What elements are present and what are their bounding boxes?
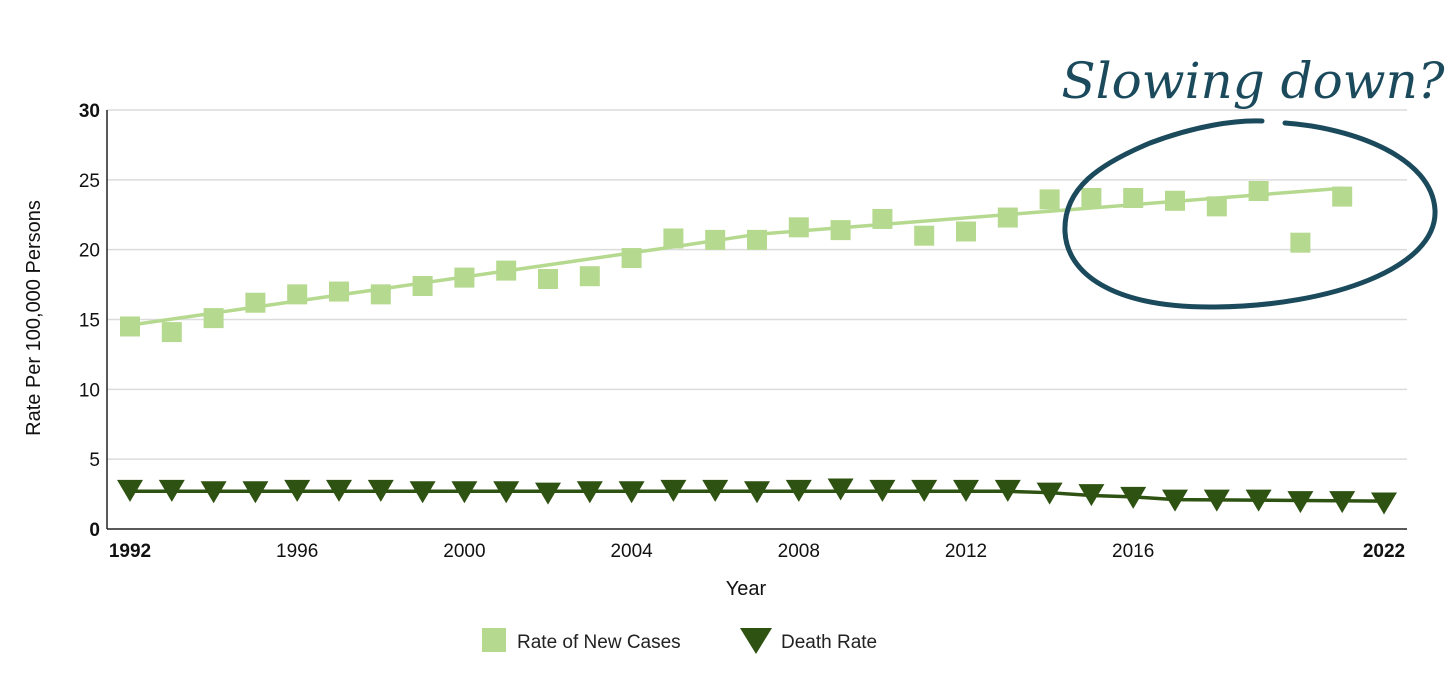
death-rate-point xyxy=(200,481,227,504)
death-rate-point xyxy=(1245,489,1272,512)
annotation: Slowing down? xyxy=(1061,52,1446,310)
new-cases-point xyxy=(914,225,935,246)
death-rate-point xyxy=(493,481,520,504)
death-rate-point xyxy=(1287,491,1314,514)
new-cases-point xyxy=(830,220,851,241)
new-cases-point xyxy=(872,208,893,229)
legend-item-death-rate: Death Rate xyxy=(740,628,877,654)
new-cases-point xyxy=(1332,186,1353,207)
x-tick-label: 2022 xyxy=(1363,541,1405,562)
new-cases-point xyxy=(1165,190,1185,211)
new-cases-point xyxy=(956,221,976,242)
death-rate-point xyxy=(827,478,854,501)
death-rate-point xyxy=(1036,482,1063,505)
death-rate-point xyxy=(117,479,143,502)
new-cases-point xyxy=(329,281,349,302)
death-rate-point xyxy=(660,479,687,502)
death-rate-point xyxy=(1329,491,1356,514)
annotation-text: Slowing down? xyxy=(1061,52,1445,110)
x-tick-label: 1992 xyxy=(109,541,151,562)
new-cases-point xyxy=(705,229,726,250)
x-tick-label: 2000 xyxy=(443,541,485,562)
axes xyxy=(106,110,1407,530)
new-cases-point xyxy=(621,248,642,269)
death-rate-point xyxy=(326,479,352,502)
y-axis-label: Rate Per 100,000 Persons xyxy=(23,200,45,436)
new-cases-point xyxy=(1039,189,1060,210)
new-cases-point xyxy=(1290,232,1311,253)
death-rate-point xyxy=(367,479,394,502)
new-cases-point xyxy=(245,292,266,313)
death-rate-point xyxy=(284,479,311,502)
new-cases-point xyxy=(788,217,809,238)
death-rate-point xyxy=(158,479,185,502)
y-tick-label: 0 xyxy=(89,520,100,541)
death-rate-point xyxy=(409,481,436,504)
new-cases-point xyxy=(538,268,558,289)
new-cases-point xyxy=(412,275,433,296)
death-rate-point xyxy=(618,481,645,504)
x-tick-label: 2008 xyxy=(778,541,820,562)
new-cases-point xyxy=(1081,187,1102,208)
x-tick-label: 1996 xyxy=(276,541,318,562)
death-rate-point xyxy=(1371,492,1397,515)
legend-item-new-cases: Rate of New Cases xyxy=(482,628,681,653)
death-rate-point xyxy=(1078,484,1105,507)
death-rate-point xyxy=(869,479,896,502)
x-tick-label: 2012 xyxy=(945,541,987,562)
new-cases-point xyxy=(287,284,308,305)
new-cases-point xyxy=(1206,196,1227,217)
new-cases-point xyxy=(161,322,182,343)
y-tick-label: 30 xyxy=(79,101,100,122)
death-rate-point xyxy=(744,481,770,504)
y-tick-label: 15 xyxy=(79,311,100,332)
gridlines xyxy=(107,109,1407,460)
new-cases-point xyxy=(370,284,391,305)
new-cases-point xyxy=(579,266,600,287)
death-rate-point xyxy=(785,479,812,502)
death-rate-point xyxy=(1120,486,1147,509)
death-rate-point xyxy=(451,481,478,504)
legend-label: Death Rate xyxy=(781,632,877,653)
new-cases-point xyxy=(496,260,517,281)
x-tick-label: 2016 xyxy=(1112,541,1154,562)
new-cases-point xyxy=(1123,187,1144,208)
death-rate-point xyxy=(911,479,938,502)
data-markers xyxy=(117,181,1397,515)
new-cases-point xyxy=(454,267,475,288)
death-rate-point xyxy=(994,479,1021,502)
death-rate-point xyxy=(242,481,269,504)
new-cases-point xyxy=(663,228,684,249)
death-rate-point xyxy=(1162,489,1188,512)
new-cases-point xyxy=(1248,181,1269,202)
x-tick-labels: 1992 1996 2000 2004 2008 2012 2016 2022 xyxy=(109,541,1405,562)
new-cases-point xyxy=(203,308,224,329)
y-tick-label: 20 xyxy=(79,241,100,262)
new-cases-point xyxy=(997,207,1018,228)
death-rate-point xyxy=(1203,489,1230,512)
x-tick-label: 2004 xyxy=(610,541,653,562)
legend-label: Rate of New Cases xyxy=(517,632,681,653)
new-cases-point xyxy=(747,229,767,250)
x-axis-label: Year xyxy=(726,578,767,600)
y-tick-label: 25 xyxy=(79,171,100,192)
death-rate-point xyxy=(576,481,603,504)
death-rate-point xyxy=(702,479,729,502)
death-rate-point xyxy=(953,479,979,502)
y-tick-labels: 0 5 10 15 20 25 30 xyxy=(79,101,100,541)
legend-marker-triangle xyxy=(740,628,772,654)
y-tick-label: 10 xyxy=(79,380,100,401)
y-tick-label: 5 xyxy=(89,450,100,471)
annotation-circle xyxy=(1062,118,1438,310)
legend: Rate of New Cases Death Rate xyxy=(482,628,877,654)
death-rate-point xyxy=(535,482,561,505)
new-cases-point xyxy=(120,316,140,337)
legend-marker-square xyxy=(482,628,506,652)
